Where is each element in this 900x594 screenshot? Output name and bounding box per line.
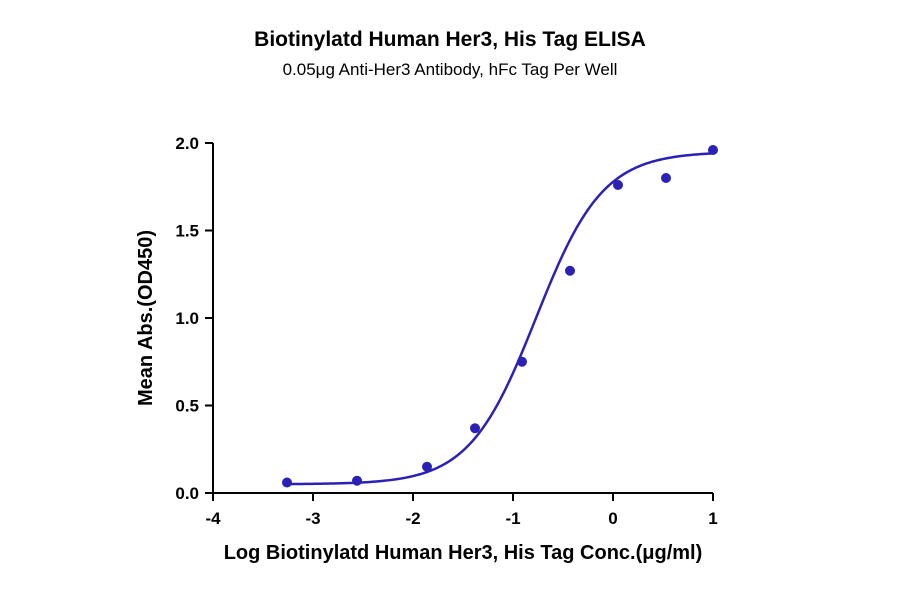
x-tick-label: -3 <box>305 509 320 528</box>
data-point <box>661 173 671 183</box>
x-tick-label: 0 <box>608 509 617 528</box>
y-tick-label: 2.0 <box>175 134 199 153</box>
x-tick-label: -1 <box>505 509 520 528</box>
y-axis-label: Mean Abs.(OD450) <box>135 230 157 406</box>
data-point <box>352 475 362 486</box>
y-tick-label: 0.0 <box>175 484 199 503</box>
fit-curve <box>286 152 714 486</box>
data-point <box>708 145 718 155</box>
axes: -4 -3 -2 -1 0 1 0.0 0.5 1.0 1.5 2.0 <box>175 134 717 528</box>
chart-subtitle: 0.05μg Anti-Her3 Antibody, hFc Tag Per W… <box>282 60 618 79</box>
x-tick-label: -2 <box>405 509 420 528</box>
data-point <box>613 180 623 190</box>
data-points <box>282 145 718 488</box>
data-point <box>470 423 480 434</box>
y-tick-label: 1.5 <box>175 222 199 241</box>
x-axis-label: Log Biotinylatd Human Her3, His Tag Conc… <box>224 542 703 564</box>
data-point <box>565 265 575 276</box>
x-tick-label: 1 <box>708 509 717 528</box>
chart-title: Biotinylatd Human Her3, His Tag ELISA <box>254 28 646 51</box>
y-tick-label: 1.0 <box>175 309 199 328</box>
data-point <box>282 477 292 488</box>
y-tick-label: 0.5 <box>175 397 199 416</box>
fit-curve-group <box>286 152 714 486</box>
data-point <box>517 356 527 367</box>
x-tick-label: -4 <box>205 509 221 528</box>
data-point <box>422 461 432 472</box>
